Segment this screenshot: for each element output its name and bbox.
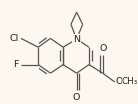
Text: O: O <box>73 93 80 102</box>
Text: CH₃: CH₃ <box>122 77 138 86</box>
Text: O: O <box>116 77 123 86</box>
Text: O: O <box>99 44 106 53</box>
Text: N: N <box>73 35 80 43</box>
Text: Cl: Cl <box>9 34 19 43</box>
Text: F: F <box>13 60 19 69</box>
